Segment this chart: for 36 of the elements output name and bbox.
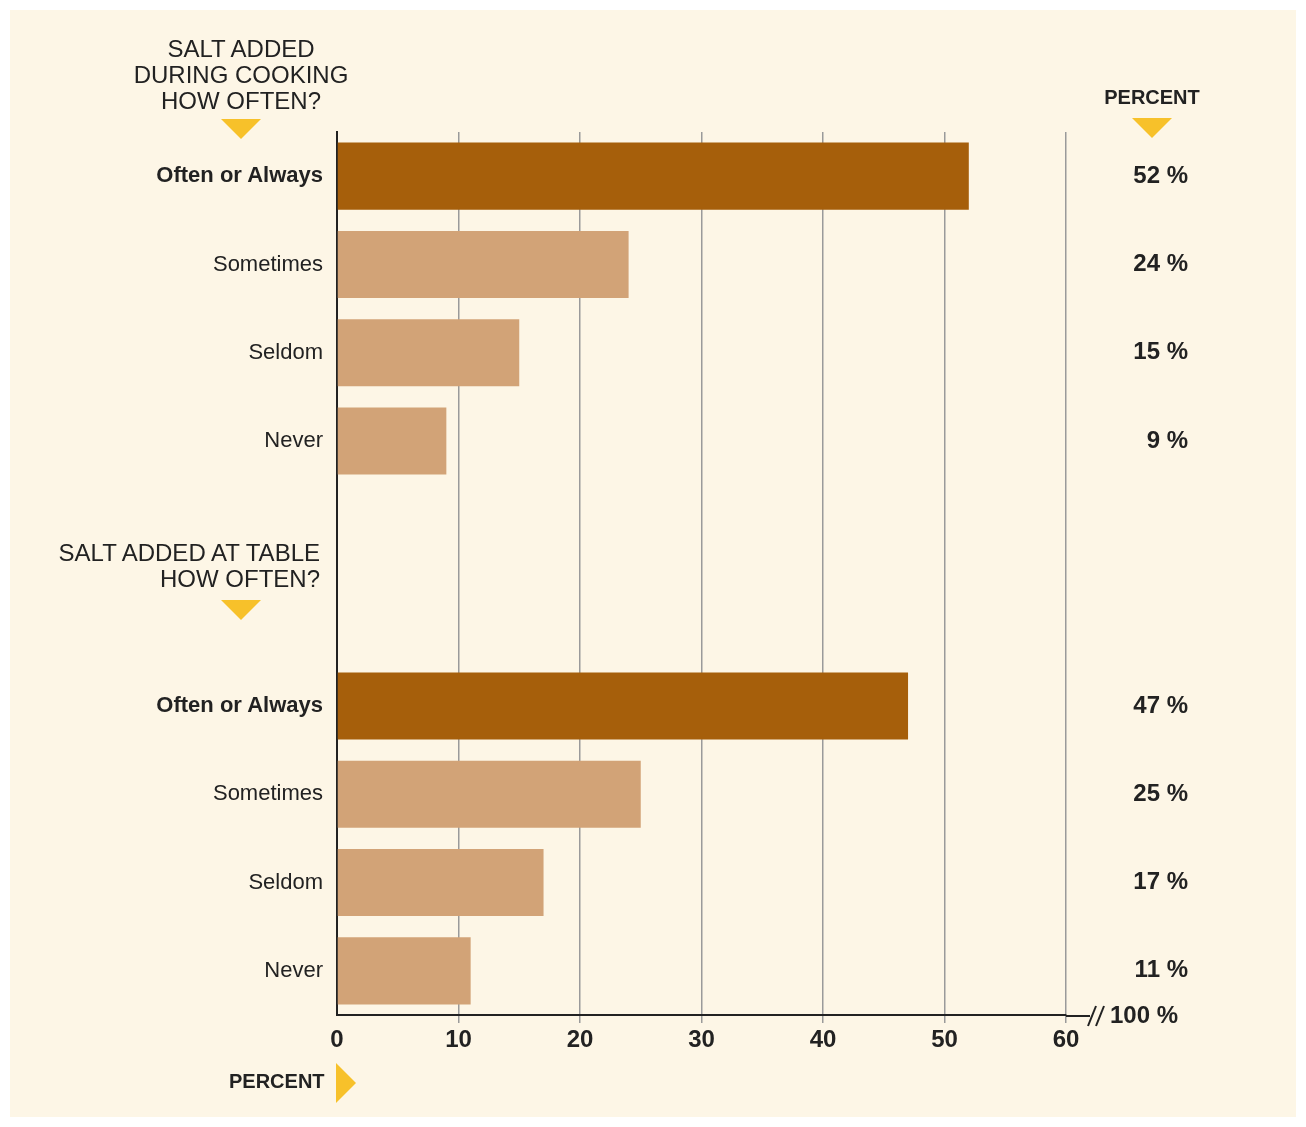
x-tick-label: 10 — [445, 1025, 472, 1053]
bar — [337, 142, 969, 210]
x-tick-label: 20 — [566, 1025, 594, 1053]
bar — [337, 937, 471, 1005]
y-tick-label: Often or Always — [156, 162, 323, 188]
y-tick-label: Seldom — [248, 338, 323, 364]
x-tick-label: 60 — [1052, 1025, 1080, 1053]
bar — [337, 319, 520, 387]
y-tick-label: Never — [264, 427, 323, 453]
text: 100 % — [1110, 1001, 1179, 1029]
x-axis-title: PERCENT — [229, 1070, 325, 1093]
y-tick-label: Sometimes — [212, 250, 323, 276]
data-label: 15 % — [1133, 337, 1188, 365]
x-tick-label: 0 — [330, 1025, 344, 1053]
y-tick-label: Often or Always — [156, 692, 323, 718]
data-label: 24 % — [1133, 249, 1188, 277]
bar — [337, 407, 447, 475]
bar — [337, 760, 641, 828]
data-label: 17 % — [1133, 867, 1188, 895]
bar — [337, 849, 544, 917]
x-tick-label: 30 — [688, 1025, 715, 1053]
bar — [337, 672, 909, 740]
data-label: 25 % — [1133, 778, 1188, 806]
y-tick-label: Seldom — [248, 868, 323, 894]
y-tick-label: Sometimes — [212, 780, 323, 806]
data-label: 9 % — [1146, 425, 1188, 453]
data-label: 11 % — [1134, 955, 1188, 983]
data-label: 47 % — [1133, 690, 1188, 718]
text: SALT ADDED DURING COOKING HOW OFTEN? — [132, 35, 350, 114]
data-label: 52 % — [1133, 160, 1188, 188]
y-tick-label: Never — [264, 956, 323, 982]
text: SALT ADDED AT TABLE HOW OFTEN? — [57, 539, 320, 592]
bar — [337, 230, 629, 298]
x-tick-label: 40 — [809, 1025, 837, 1053]
x-tick-label: 50 — [931, 1025, 958, 1053]
text: PERCENT — [1103, 86, 1201, 109]
